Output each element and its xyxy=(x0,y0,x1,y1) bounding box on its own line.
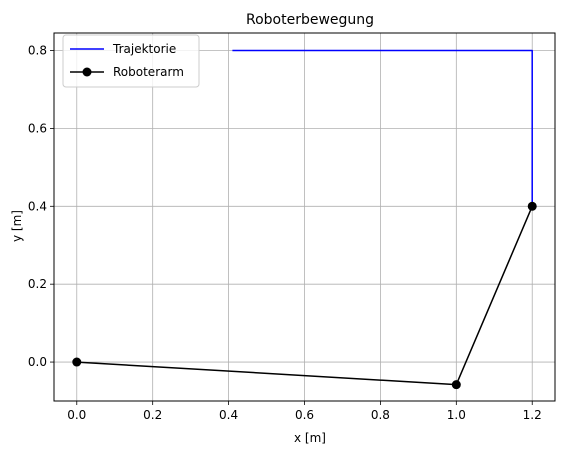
y-tick-label: 0.0 xyxy=(28,355,47,369)
legend-label-roboterarm: Roboterarm xyxy=(113,65,184,79)
x-tick-label: 0.2 xyxy=(143,408,162,422)
x-tick-label: 0.6 xyxy=(295,408,314,422)
y-axis-label: y [m] xyxy=(10,210,24,242)
y-tick-label: 0.4 xyxy=(28,199,47,213)
y-tick-label: 0.8 xyxy=(28,44,47,58)
legend: Trajektorie Roboterarm xyxy=(62,34,200,88)
series-layer xyxy=(72,49,537,390)
x-tick-label: 0.4 xyxy=(219,408,238,422)
x-axis-label: x [m] xyxy=(294,431,326,445)
legend-box xyxy=(62,34,200,88)
x-tick-label: 1.2 xyxy=(523,408,542,422)
legend-marker-roboterarm xyxy=(82,67,92,77)
series-line-trajektorie xyxy=(232,49,533,207)
data-point-roboterarm xyxy=(527,201,537,211)
ticks: 0.0 0.2 0.4 0.6 0.8 1.0 1.2 0.0 0.2 0.4 0.6 0.8 xyxy=(28,44,542,422)
x-tick-label: 1.0 xyxy=(447,408,466,422)
x-tick-label: 0.0 xyxy=(67,408,86,422)
grid xyxy=(54,33,555,401)
data-point-roboterarm xyxy=(451,380,461,390)
y-tick-label: 0.2 xyxy=(28,277,47,291)
chart-title: Roboterbewegung xyxy=(246,12,374,28)
legend-label-trajektorie: Trajektorie xyxy=(112,42,176,56)
data-point-roboterarm xyxy=(72,357,82,367)
y-tick-label: 0.6 xyxy=(28,121,47,135)
x-tick-label: 0.8 xyxy=(371,408,390,422)
